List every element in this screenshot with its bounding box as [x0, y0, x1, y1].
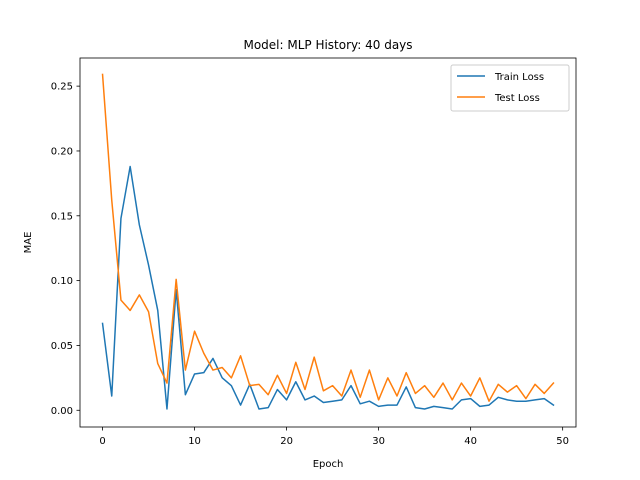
x-axis-label: Epoch: [313, 459, 344, 470]
x-tick-label: 50: [556, 436, 569, 447]
y-tick-label: 0.20: [51, 146, 73, 157]
y-axis-ticks: 0.00 0.05 0.10 0.15 0.20 0.25: [51, 82, 80, 417]
y-tick-label: 0.00: [51, 406, 73, 417]
y-tick-label: 0.05: [51, 341, 73, 352]
y-tick-label: 0.25: [51, 82, 73, 93]
x-tick-label: 0: [99, 436, 105, 447]
series-line-train-loss: [101, 165, 555, 410]
axes-frame: [79, 57, 577, 428]
x-tick-label: 10: [188, 436, 201, 447]
legend-label-test-loss: Test Loss: [494, 93, 540, 104]
x-axis-ticks: 0 10 20 30 40 50: [99, 427, 569, 447]
series-line-test-loss: [101, 73, 555, 402]
series-lines: [101, 73, 555, 410]
legend-label-train-loss: Train Loss: [494, 72, 544, 83]
y-tick-label: 0.15: [51, 211, 73, 222]
x-tick-label: 20: [280, 436, 293, 447]
legend: Train Loss Test Loss: [450, 64, 570, 112]
x-tick-label: 30: [372, 436, 385, 447]
y-tick-label: 0.10: [51, 276, 73, 287]
y-axis-label: MAE: [23, 232, 34, 254]
x-tick-label: 40: [464, 436, 477, 447]
chart-title: Model: MLP History: 40 days: [243, 38, 412, 52]
